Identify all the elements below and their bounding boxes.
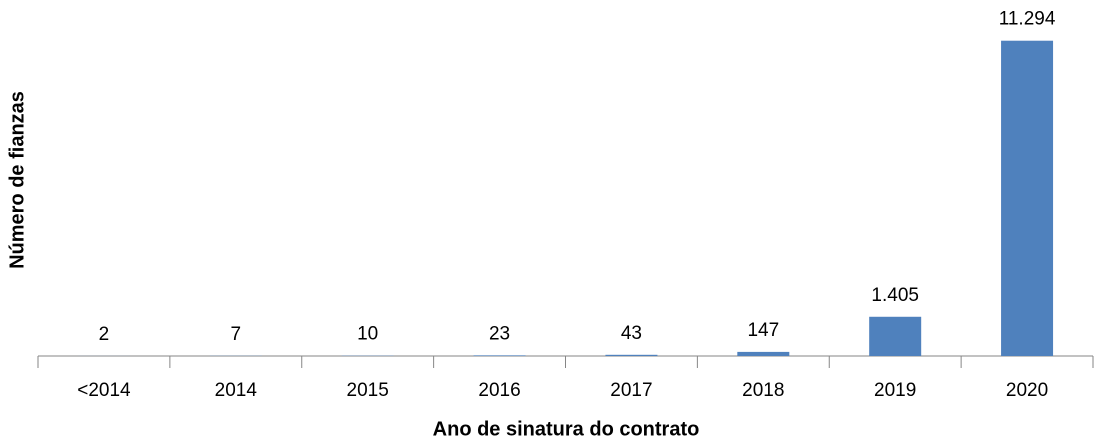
x-tick-label: 2016	[478, 380, 520, 401]
bar	[1001, 40, 1054, 356]
bar	[737, 351, 790, 356]
bar	[473, 355, 526, 356]
value-label: 23	[489, 323, 510, 344]
value-label: 147	[747, 320, 779, 341]
bar	[869, 316, 922, 356]
x-tick-label: 2017	[610, 380, 652, 401]
x-tick-label: 2019	[874, 380, 916, 401]
x-tick-label: <2014	[77, 380, 131, 401]
x-tick-label: 2014	[215, 380, 258, 401]
x-tick-label: 2015	[347, 380, 389, 401]
y-axis-title: Número de fianzas	[6, 91, 28, 269]
value-label: 1.405	[871, 285, 919, 306]
value-label: 11.294	[999, 9, 1056, 30]
bar	[605, 354, 658, 356]
value-label: 10	[357, 324, 378, 345]
value-label: 43	[621, 323, 642, 344]
value-label: 7	[231, 324, 242, 345]
x-axis-title: Ano de sinatura do contrato	[433, 418, 700, 440]
value-label: 2	[99, 324, 110, 345]
x-tick-label: 2018	[742, 380, 784, 401]
x-tick-label: 2020	[1006, 380, 1048, 401]
